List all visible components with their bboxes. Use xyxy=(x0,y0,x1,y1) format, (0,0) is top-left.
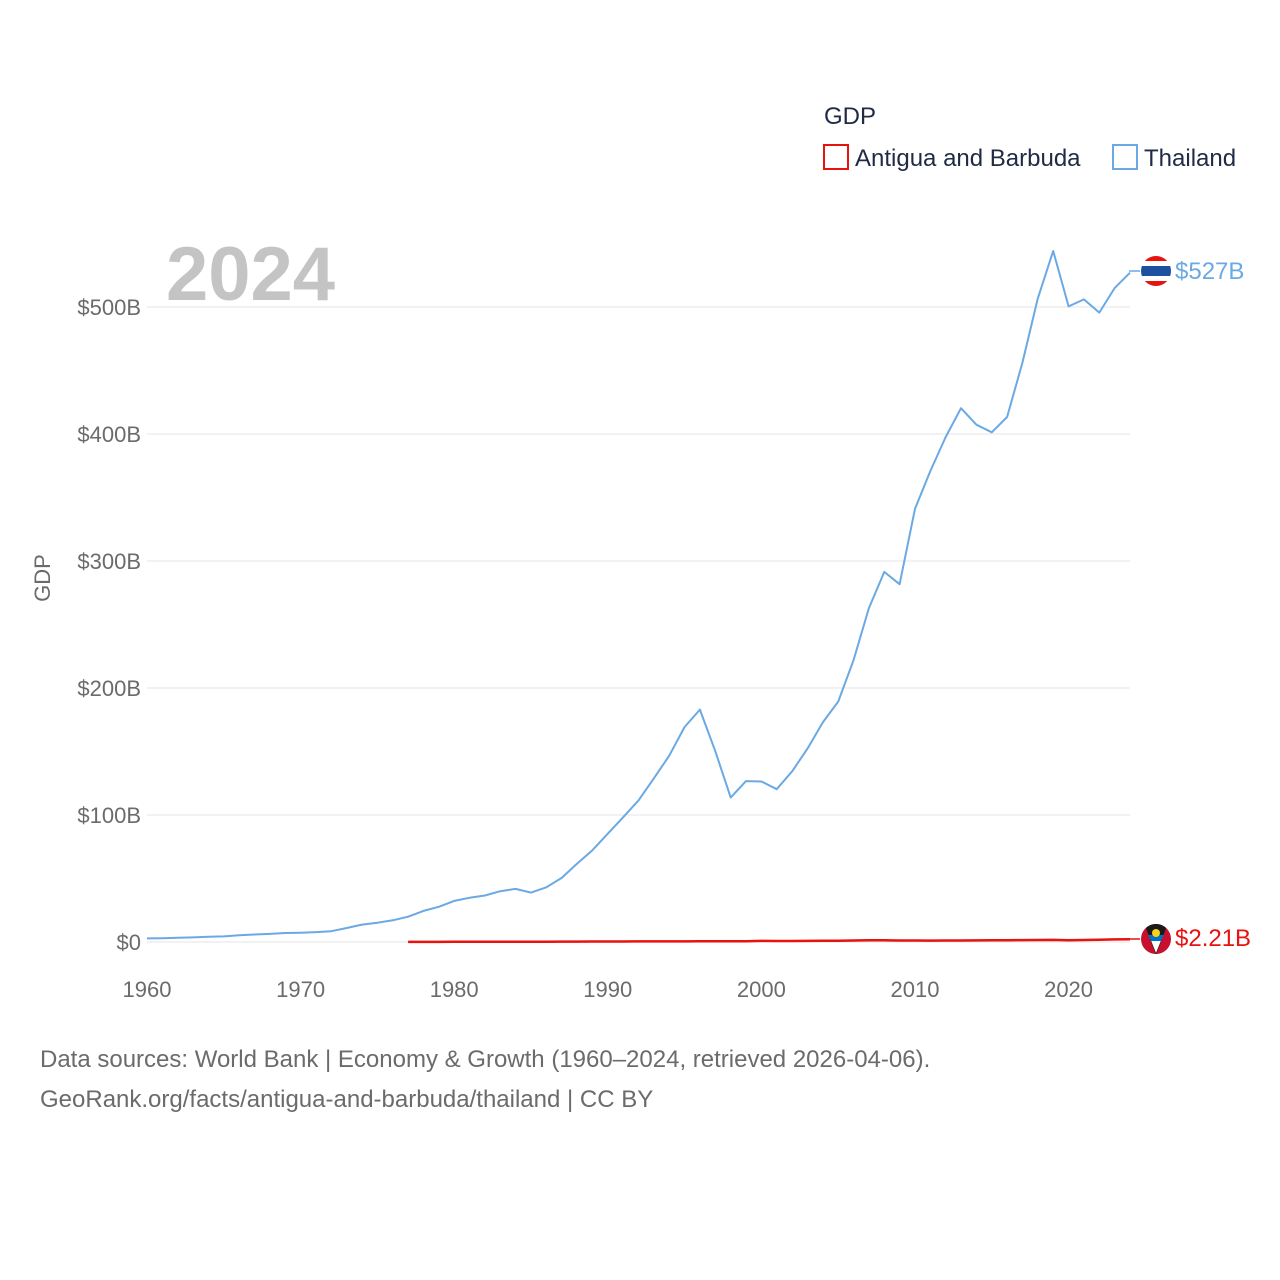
thailand-flag-icon xyxy=(1141,256,1171,286)
y-tick-label: $500B xyxy=(77,295,141,320)
year-label: 2024 xyxy=(166,232,335,317)
legend-item-thailand[interactable]: Thailand xyxy=(1112,144,1236,172)
data-source-note: Data sources: World Bank | Economy & Gro… xyxy=(40,1040,1240,1120)
x-tick-label: 2010 xyxy=(890,977,939,1002)
series-line-antigua[interactable] xyxy=(408,937,1131,944)
source-line-2[interactable]: GeoRank.org/facts/antigua-and-barbuda/th… xyxy=(40,1086,654,1113)
legend-swatch-antigua xyxy=(823,144,849,170)
antigua-end-marker: $2.21B xyxy=(1129,924,1251,954)
legend-swatch-thailand xyxy=(1112,144,1138,170)
y-axis-ticks: $0 $100B $200B $300B $400B $500B xyxy=(77,295,141,955)
y-tick-label: $200B xyxy=(77,676,141,701)
y-tick-label: $300B xyxy=(77,549,141,574)
y-tick-label: $100B xyxy=(77,803,141,828)
antigua-flag-icon xyxy=(1141,924,1171,954)
y-tick-label: $0 xyxy=(117,930,141,955)
x-tick-label: 1970 xyxy=(276,977,325,1002)
legend-title: GDP xyxy=(824,103,876,130)
legend-label-antigua: Antigua and Barbuda xyxy=(855,145,1081,172)
x-tick-label: 1990 xyxy=(583,977,632,1002)
y-axis-label: GDP xyxy=(30,554,55,602)
legend-label-thailand: Thailand xyxy=(1144,145,1236,172)
thailand-end-label: $527B xyxy=(1175,258,1244,285)
x-tick-label: 1980 xyxy=(430,977,479,1002)
y-tick-label: $400B xyxy=(77,422,141,447)
thailand-end-marker: $527B xyxy=(1129,256,1244,286)
x-axis-ticks: 1960 1970 1980 1990 2000 2010 2020 xyxy=(123,977,1094,1002)
source-line-1: Data sources: World Bank | Economy & Gro… xyxy=(40,1046,931,1073)
grid xyxy=(147,306,1130,943)
x-tick-label: 2020 xyxy=(1044,977,1093,1002)
series-line-thailand[interactable] xyxy=(146,250,1131,940)
x-tick-label: 2000 xyxy=(737,977,786,1002)
antigua-end-label: $2.21B xyxy=(1175,925,1251,952)
x-tick-label: 1960 xyxy=(123,977,172,1002)
series-lines xyxy=(146,250,1131,944)
legend-item-antigua[interactable]: Antigua and Barbuda xyxy=(823,144,1081,172)
